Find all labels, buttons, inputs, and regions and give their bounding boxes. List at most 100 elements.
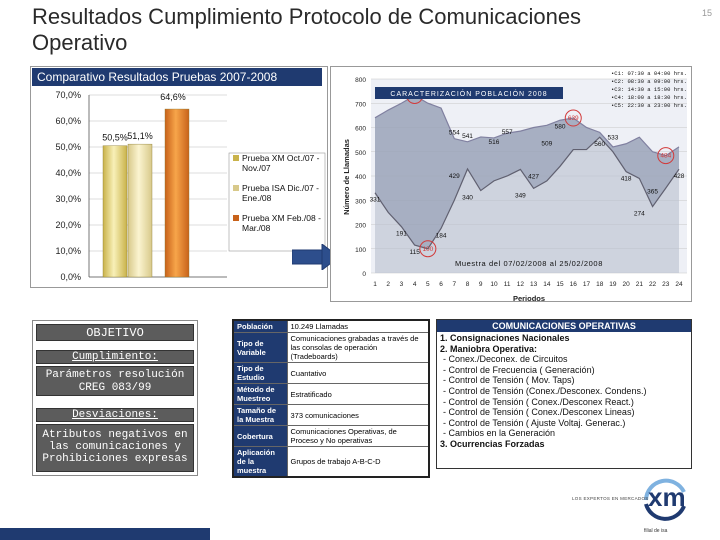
- table-row: Tipo de Variable Comunicaciones grabadas …: [232, 332, 430, 363]
- ops-list-item: - Cambios en la Generación: [443, 428, 556, 439]
- title-bar: [375, 87, 563, 99]
- data-label: 50,5%: [102, 133, 128, 143]
- data-label: 554: [449, 130, 460, 137]
- data-label: 115: [409, 249, 420, 256]
- ops-heading: COMUNICACIONES OPERATIVAS: [437, 320, 691, 332]
- highlight-circle: [419, 240, 437, 258]
- lower-area: [375, 137, 679, 273]
- line-chart-panel: 0 100 200 300 400 500 600 700 800 1 2 3 4 5 6 7 8 9 10 11 12…: [330, 66, 692, 303]
- range-area: [375, 95, 679, 249]
- legend-swatch: [233, 155, 239, 161]
- y-tick-label: 300: [355, 198, 366, 205]
- xm-logo-icon: [644, 478, 686, 521]
- table-value: Estratificado: [286, 383, 430, 405]
- table-key: Método de Muestreo: [232, 383, 288, 405]
- data-label: 64,6%: [160, 92, 186, 102]
- ops-list: 1. Consignaciones Nacionales 2. Maniobra …: [437, 332, 691, 450]
- ops-list-item: 1. Consignaciones Nacionales: [440, 333, 570, 343]
- ops-list-item: - Control de Tensión ( Ajuste Voltaj. Ge…: [443, 417, 626, 428]
- y-tick-label: 10,0%: [55, 246, 81, 256]
- data-label: 184: [436, 232, 447, 239]
- y-tick-label: 600: [355, 126, 366, 133]
- ops-list-item: 2. Maniobra Operativa:: [440, 343, 538, 354]
- data-label: 639: [568, 115, 579, 122]
- legend: [228, 152, 326, 252]
- page-title: Resultados Cumplimiento Protocolo de Com…: [32, 4, 582, 55]
- y-tick-label: 40,0%: [55, 168, 81, 178]
- shift-label: •C2: 08:30 a 09:00 hrs.: [611, 78, 687, 85]
- ops-list-item: - Control de Tensión ( Mov. Taps): [443, 375, 575, 386]
- ops-list-item: - Conex./Deconex. de Circuitos: [443, 354, 568, 365]
- table-key: Población: [232, 319, 288, 333]
- data-label: 331: [370, 197, 381, 204]
- bar: [164, 108, 190, 278]
- ops-list-item: - Control de Tensión (Conex./Desconex. C…: [443, 385, 647, 396]
- y-tick-label: 70,0%: [55, 90, 81, 100]
- x-tick-label: 13: [530, 281, 538, 288]
- y-tick-label: 30,0%: [55, 194, 81, 204]
- compliance-label: Cumplimiento:: [36, 350, 194, 364]
- operational-communications-box: COMUNICACIONES OPERATIVAS 1. Consignacio…: [436, 319, 692, 469]
- compliance-text: Parámetros resolución CREG 083/99: [36, 366, 194, 396]
- table-key: Tipo de Variable: [232, 332, 288, 363]
- table-value: Comunicaciones grabadas a través de las …: [286, 332, 430, 363]
- x-axis-label: Periodos: [513, 294, 545, 303]
- x-tick-label: 10: [490, 281, 498, 288]
- x-tick-label: 4: [413, 281, 417, 288]
- x-tick-label: 3: [400, 281, 404, 288]
- y-tick-label: 50,0%: [55, 142, 81, 152]
- x-tick-label: 17: [583, 281, 591, 288]
- y-tick-label: 400: [355, 174, 366, 181]
- bar-chart-panel: 0,0%10,0%20,0%30,0%40,0%50,0%60,0%70,0%I…: [30, 66, 328, 288]
- table-value: 373 comunicaciones: [286, 404, 430, 426]
- page-number: 15: [701, 8, 712, 18]
- y-tick-label: 20,0%: [55, 220, 81, 230]
- shift-label: •C4: 18:00 a 18:30 hrs.: [611, 94, 687, 101]
- x-tick-label: 2: [386, 281, 390, 288]
- study-table: Población 10.249 Llamadas Tipo de Variabl…: [232, 319, 430, 478]
- x-tick-label: 9: [479, 281, 483, 288]
- data-label: 191: [396, 231, 407, 238]
- chart-title: CARACTERIZACIÓN POBLACIÓN 2008: [390, 89, 547, 98]
- y-tick-label: 60,0%: [55, 116, 81, 126]
- data-label: 541: [462, 133, 473, 140]
- table-key: Aplicación de la muestra: [232, 446, 288, 478]
- shift-label: •C3: 14:30 a 15:00 hrs.: [611, 86, 687, 93]
- data-label: 484: [660, 153, 671, 160]
- bar: [102, 145, 128, 278]
- data-label: 429: [449, 173, 460, 180]
- data-label: 509: [541, 141, 552, 148]
- x-tick-label: 23: [662, 281, 670, 288]
- x-tick-label: 5: [426, 281, 430, 288]
- data-label: 516: [489, 139, 500, 146]
- y-tick-label: 0: [362, 271, 366, 278]
- highlight-circle: [564, 109, 582, 127]
- legend-swatch: [233, 215, 239, 221]
- data-label: 560: [594, 141, 605, 148]
- ops-list-item: - Control de Frecuencia ( Generación): [443, 364, 595, 375]
- bar: [127, 143, 153, 278]
- x-tick-label: 1: [373, 281, 377, 288]
- table-row: Cobertura Comunicaciones Operativas, de P…: [232, 425, 430, 447]
- data-label: 557: [502, 129, 513, 136]
- ops-list-item: - Control de Tensión ( Conex./Desconex L…: [443, 407, 635, 418]
- bar-chart: 0,0%10,0%20,0%30,0%40,0%50,0%60,0%70,0%I…: [55, 90, 326, 282]
- x-tick-label: 8: [466, 281, 470, 288]
- ops-list-item: 3. Ocurrencias Forzadas: [440, 438, 545, 449]
- x-tick-label: 11: [504, 281, 511, 288]
- table-value: Grupos de trabajo A-B-C-D: [286, 446, 430, 478]
- table-row: Método de Muestreo Estratificado: [232, 383, 430, 405]
- data-label: 51,1%: [127, 131, 153, 141]
- deviations-label: Desviaciones:: [36, 408, 194, 422]
- chart-subtitle: Comparativo Resultados Pruebas 2007-2008: [32, 68, 322, 86]
- series-line-upper: [374, 94, 680, 157]
- y-tick-label: 0,0%: [60, 272, 81, 282]
- data-label: 428: [674, 173, 685, 180]
- data-label: 418: [621, 176, 632, 183]
- y-tick-label: 100: [355, 247, 366, 254]
- x-tick-label: 22: [649, 281, 657, 288]
- x-tick-label: 21: [636, 281, 644, 288]
- footer-bar: [0, 528, 210, 540]
- table-row: Población 10.249 Llamadas: [232, 319, 430, 333]
